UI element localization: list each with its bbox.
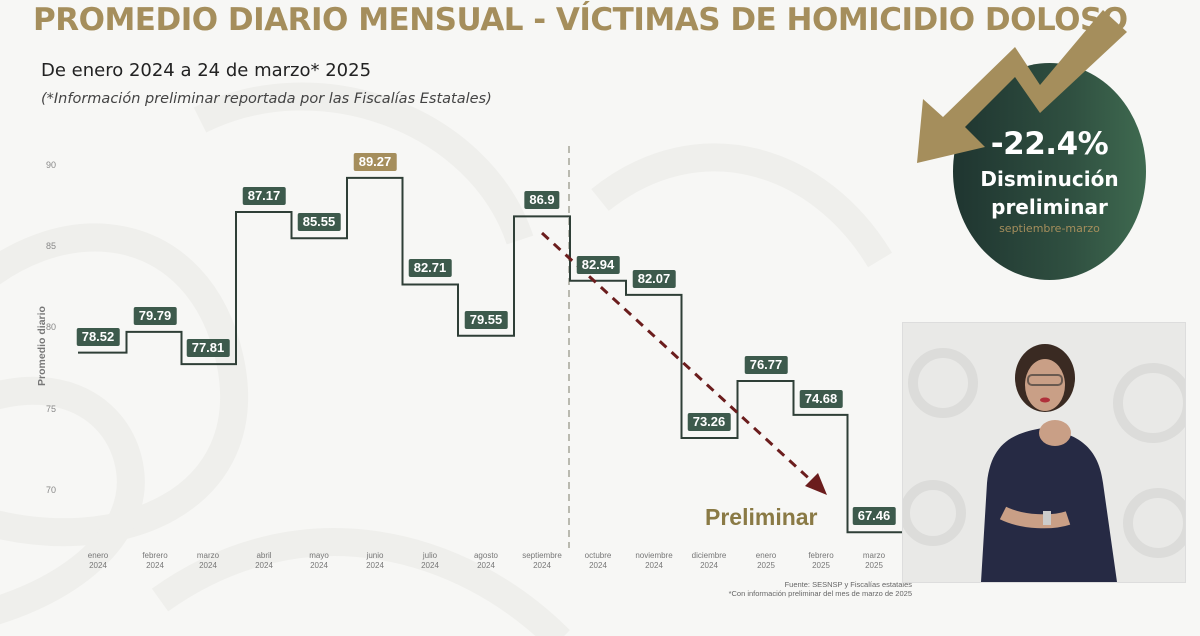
y-tick-80: 80 (46, 322, 57, 332)
data-label: 78.52 (76, 327, 120, 346)
data-label: 82.71 (408, 259, 452, 278)
data-label: 74.68 (799, 389, 843, 408)
date-range-subtitle: De enero 2024 a 24 de marzo* 2025 (41, 60, 372, 81)
x-tick-label: septiembre 2024 (522, 551, 562, 570)
data-label: 89.27 (353, 152, 397, 171)
data-label: 73.26 (687, 413, 731, 432)
x-tick-label: enero 2024 (87, 551, 109, 570)
y-tick-70: 70 (46, 485, 57, 495)
data-label: 77.81 (186, 339, 230, 358)
preliminar-annotation: Preliminar (705, 504, 818, 530)
data-label: 87.17 (242, 186, 286, 205)
trend-arrow (540, 231, 827, 495)
x-tick-label: junio 2024 (366, 551, 384, 570)
x-tick-label: febrero 2025 (808, 551, 834, 570)
source-footnote: Fuente: SESNSP y Fiscalías estatales *Co… (729, 580, 912, 598)
x-tick-label: agosto 2024 (473, 551, 499, 570)
page-title: PROMEDIO DIARIO MENSUAL - VÍCTIMAS DE HO… (33, 2, 1128, 38)
x-tick-label: febrero 2024 (142, 551, 168, 570)
x-tick-label: marzo 2024 (196, 551, 220, 570)
data-label: 79.79 (133, 306, 177, 325)
x-tick-label: noviembre 2024 (635, 551, 673, 570)
x-tick-label: mayo 2024 (309, 551, 329, 570)
x-tick-label: enero 2025 (755, 551, 777, 570)
sign-language-video (902, 322, 1186, 583)
x-tick-label: octubre 2024 (584, 551, 612, 570)
data-label: 76.77 (744, 355, 788, 374)
data-label: 82.07 (632, 269, 676, 288)
badge-range: septiembre-marzo (999, 222, 1100, 235)
badge-percent: -22.4% (990, 126, 1109, 162)
interpreter-figure (903, 344, 1185, 582)
y-tick-75: 75 (46, 404, 57, 414)
preliminary-note: (*Información preliminar reportada por l… (41, 91, 492, 107)
step-line (78, 176, 902, 534)
data-label: 86.9 (524, 191, 560, 210)
y-tick-85: 85 (46, 241, 57, 251)
badge-line1: Disminución (980, 167, 1119, 191)
data-label: 79.55 (464, 310, 508, 329)
data-label: 85.55 (297, 213, 341, 232)
x-tick-label: abril 2024 (255, 551, 273, 570)
y-tick-90: 90 (46, 160, 57, 170)
source-text: Fuente: SESNSP y Fiscalías estatales (784, 580, 912, 589)
down-trend-arrow-icon (917, 10, 1127, 163)
data-label: 82.94 (576, 255, 620, 274)
badge-line2: preliminar (991, 195, 1108, 219)
x-tick-label: diciembre 2024 (691, 551, 727, 570)
source-note: *Con información preliminar del mes de m… (728, 589, 912, 598)
data-label: 67.46 (852, 507, 896, 526)
x-tick-label: julio 2024 (421, 551, 439, 570)
x-tick-label: marzo 2025 (862, 551, 886, 570)
